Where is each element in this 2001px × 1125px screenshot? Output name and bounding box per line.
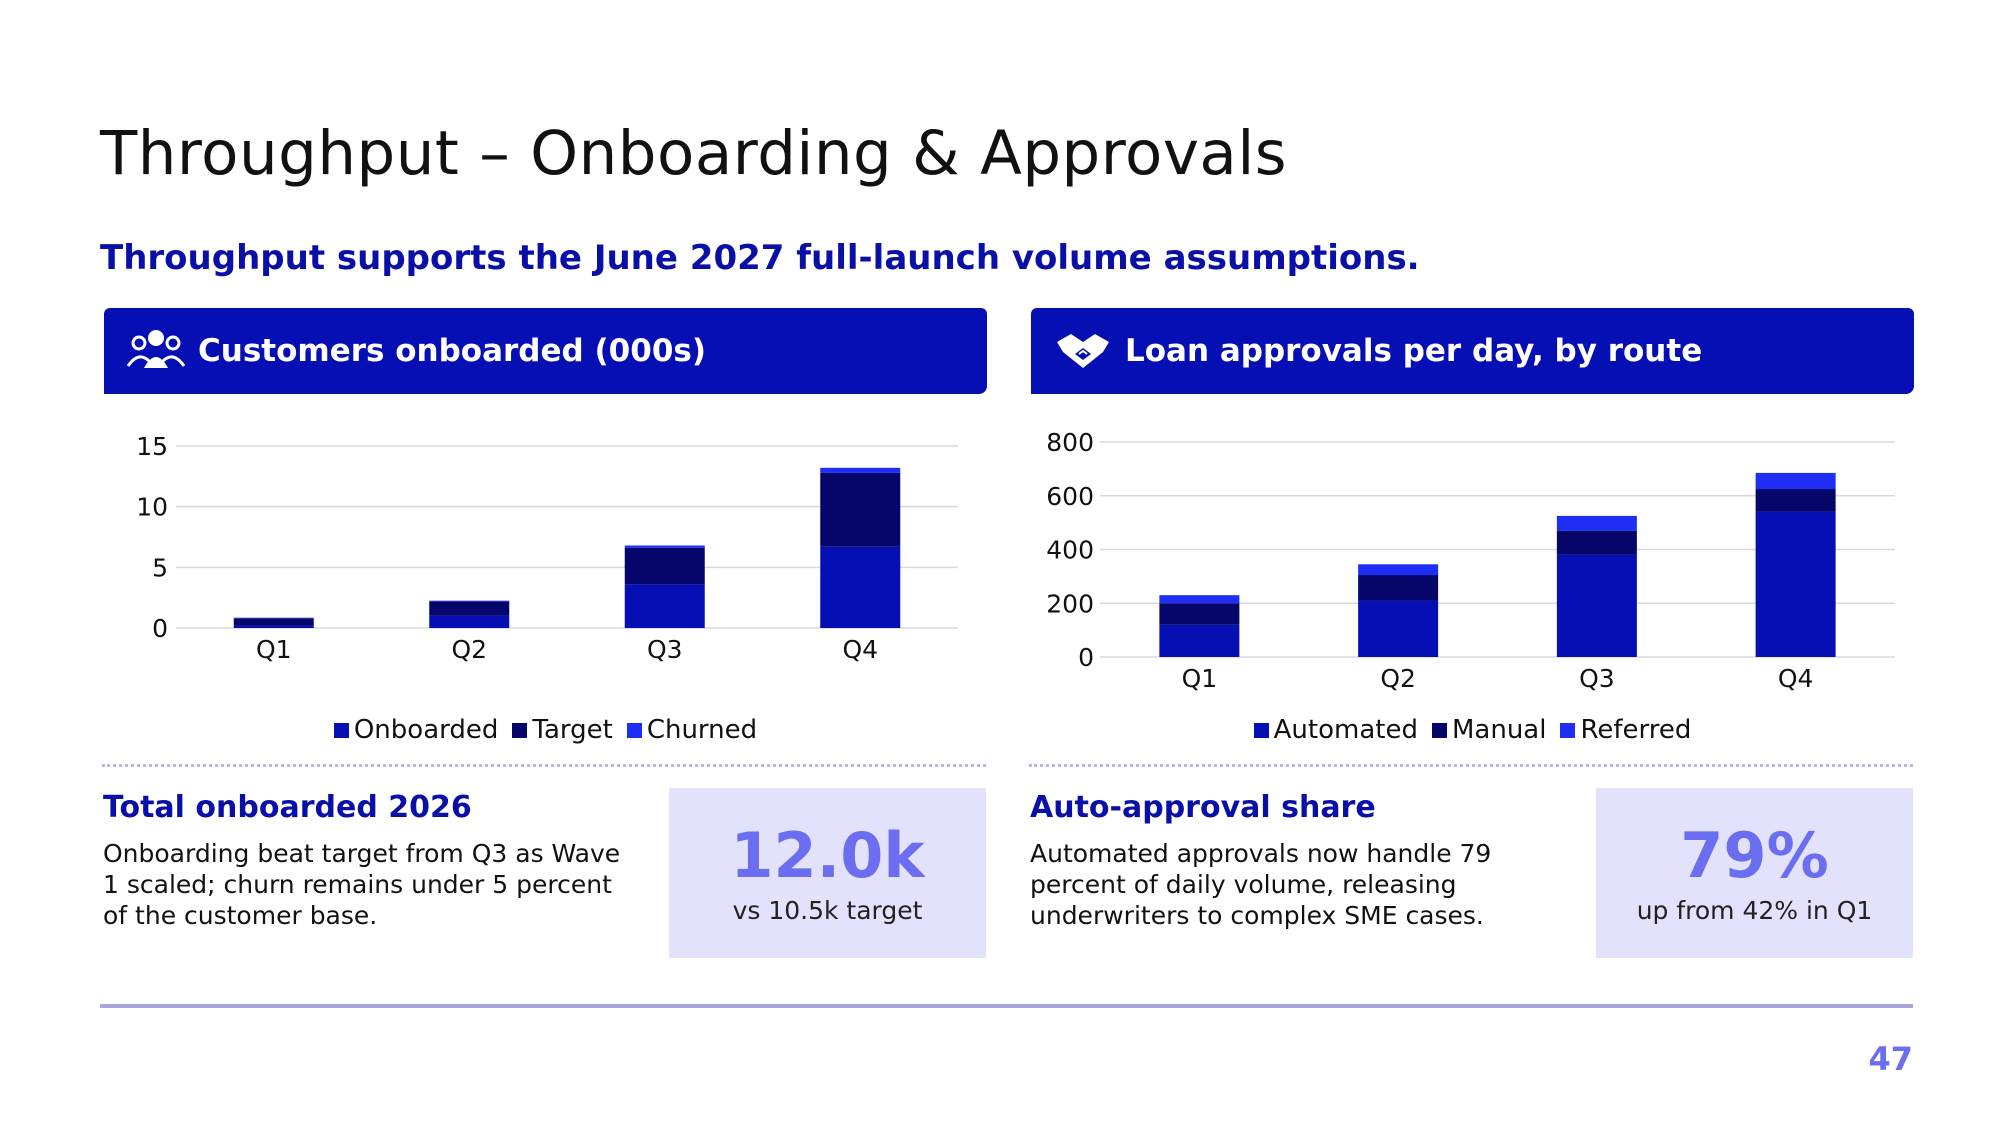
customers-onboarded-legend: Onboarded Target Churned [104,713,987,747]
legend-item-churned: Churned [626,715,758,745]
bar-target-q4 [820,472,901,547]
bar-onboarded-q1 [233,625,314,628]
slide-subtitle: Throughput supports the June 2027 full-l… [100,238,1420,278]
x-tick-label: Q4 [1778,664,1814,693]
page-number: 47 [1868,1040,1913,1078]
bar-churned-q1 [233,617,314,619]
bar-referred-q1 [1159,595,1240,604]
bar-churned-q3 [624,545,705,548]
y-tick-label: 400 [1046,536,1094,565]
bar-churned-q2 [429,600,510,602]
total-onboarded-line: of the customer base. [103,901,378,930]
legend-item-referred: Referred [1560,715,1691,745]
footer-rule [100,1004,1913,1008]
y-tick-label: 10 [136,493,168,522]
bar-onboarded-q3 [624,584,705,628]
auto-approval-caption: up from 42% in Q1 [1636,895,1873,925]
bar-referred-q3 [1556,515,1637,531]
legend-item-automated: Automated [1253,715,1418,745]
total-onboarded-line: Onboarding beat target from Q3 as Wave [103,839,621,868]
total-onboarded-caption: vs 10.5k target [732,895,923,925]
total-onboarded-kpi-box: 12.0k vs 10.5k target [669,788,986,958]
y-tick-label: 0 [1078,643,1094,672]
left-divider [102,764,986,767]
auto-approval-text: Automated approvals now handle 79 percen… [1030,838,1491,931]
loan-approvals-title: Loan approvals per day, by route [1125,333,1703,369]
bar-referred-q2 [1358,564,1439,576]
y-tick-label: 0 [152,614,168,643]
auto-approval-title: Auto-approval share [1030,790,1376,825]
x-tick-label: Q1 [1182,664,1218,693]
y-tick-label: 600 [1046,482,1094,511]
slide-title: Throughput – Onboarding & Approvals [100,118,1288,189]
x-tick-label: Q4 [842,635,878,664]
x-tick-label: Q3 [1579,664,1615,693]
x-tick-label: Q1 [256,635,292,664]
y-tick-label: 800 [1046,428,1094,457]
legend-label: Churned [646,715,758,745]
x-tick-label: Q3 [647,635,683,664]
legend-label: Manual [1451,715,1547,745]
legend-swatch [512,722,528,738]
bar-automated-q2 [1358,600,1439,657]
total-onboarded-line: 1 scaled; churn remains under 5 percent [103,870,612,899]
legend-label: Target [532,715,613,745]
bar-onboarded-q4 [820,546,901,628]
auto-approval-value: 79% [1680,818,1829,892]
legend-label: Referred [1580,715,1692,745]
loan-approvals-header: Loan approvals per day, by route [1031,308,1914,394]
bar-manual-q2 [1358,575,1439,601]
customers-onboarded-header: Customers onboarded (000s) [104,308,987,394]
legend-swatch [626,722,642,738]
bar-manual-q3 [1556,530,1637,555]
legend-swatch [1560,722,1576,738]
auto-approval-line: Automated approvals now handle 79 [1030,839,1492,868]
handshake-icon [1053,326,1113,376]
loan-approvals-legend: Automated Manual Referred [1031,713,1914,747]
auto-approval-kpi-box: 79% up from 42% in Q1 [1596,788,1913,958]
people-group-icon [126,326,186,376]
auto-approval-line: percent of daily volume, releasing [1030,870,1457,899]
customers-onboarded-title: Customers onboarded (000s) [198,333,707,369]
bar-automated-q3 [1556,554,1637,657]
legend-label: Automated [1273,715,1418,745]
bar-automated-q4 [1755,511,1836,657]
legend-item-manual: Manual [1431,715,1547,745]
bar-target-q1 [233,618,314,626]
legend-item-target: Target [512,715,613,745]
legend-swatch [1253,722,1269,738]
y-tick-label: 5 [152,553,168,582]
auto-approval-line: underwriters to complex SME cases. [1030,901,1484,930]
x-tick-label: Q2 [451,635,487,664]
y-tick-label: 15 [136,432,168,461]
bar-target-q3 [624,547,705,585]
bar-automated-q1 [1159,624,1240,657]
loan-approvals-chart: 0 200 400 600 800 Q1 Q2 Q3 Q4 [1046,428,1895,693]
legend-label: Onboarded [353,715,499,745]
legend-item-onboarded: Onboarded [333,715,499,745]
customers-onboarded-chart: 0 5 10 15 Q1 Q2 Q3 Q4 [136,432,958,664]
total-onboarded-title: Total onboarded 2026 [103,790,472,825]
right-divider [1029,764,1913,767]
legend-swatch [1431,722,1447,738]
y-tick-label: 200 [1046,589,1094,618]
legend-swatch [333,722,349,738]
bar-manual-q4 [1755,489,1836,512]
bar-referred-q4 [1755,472,1836,490]
x-tick-label: Q2 [1380,664,1416,693]
total-onboarded-value: 12.0k [730,818,925,892]
total-onboarded-text: Onboarding beat target from Q3 as Wave 1… [103,838,620,931]
bar-target-q2 [429,601,510,616]
bar-churned-q4 [820,467,901,473]
bar-manual-q1 [1159,603,1240,625]
bar-onboarded-q2 [429,615,510,628]
